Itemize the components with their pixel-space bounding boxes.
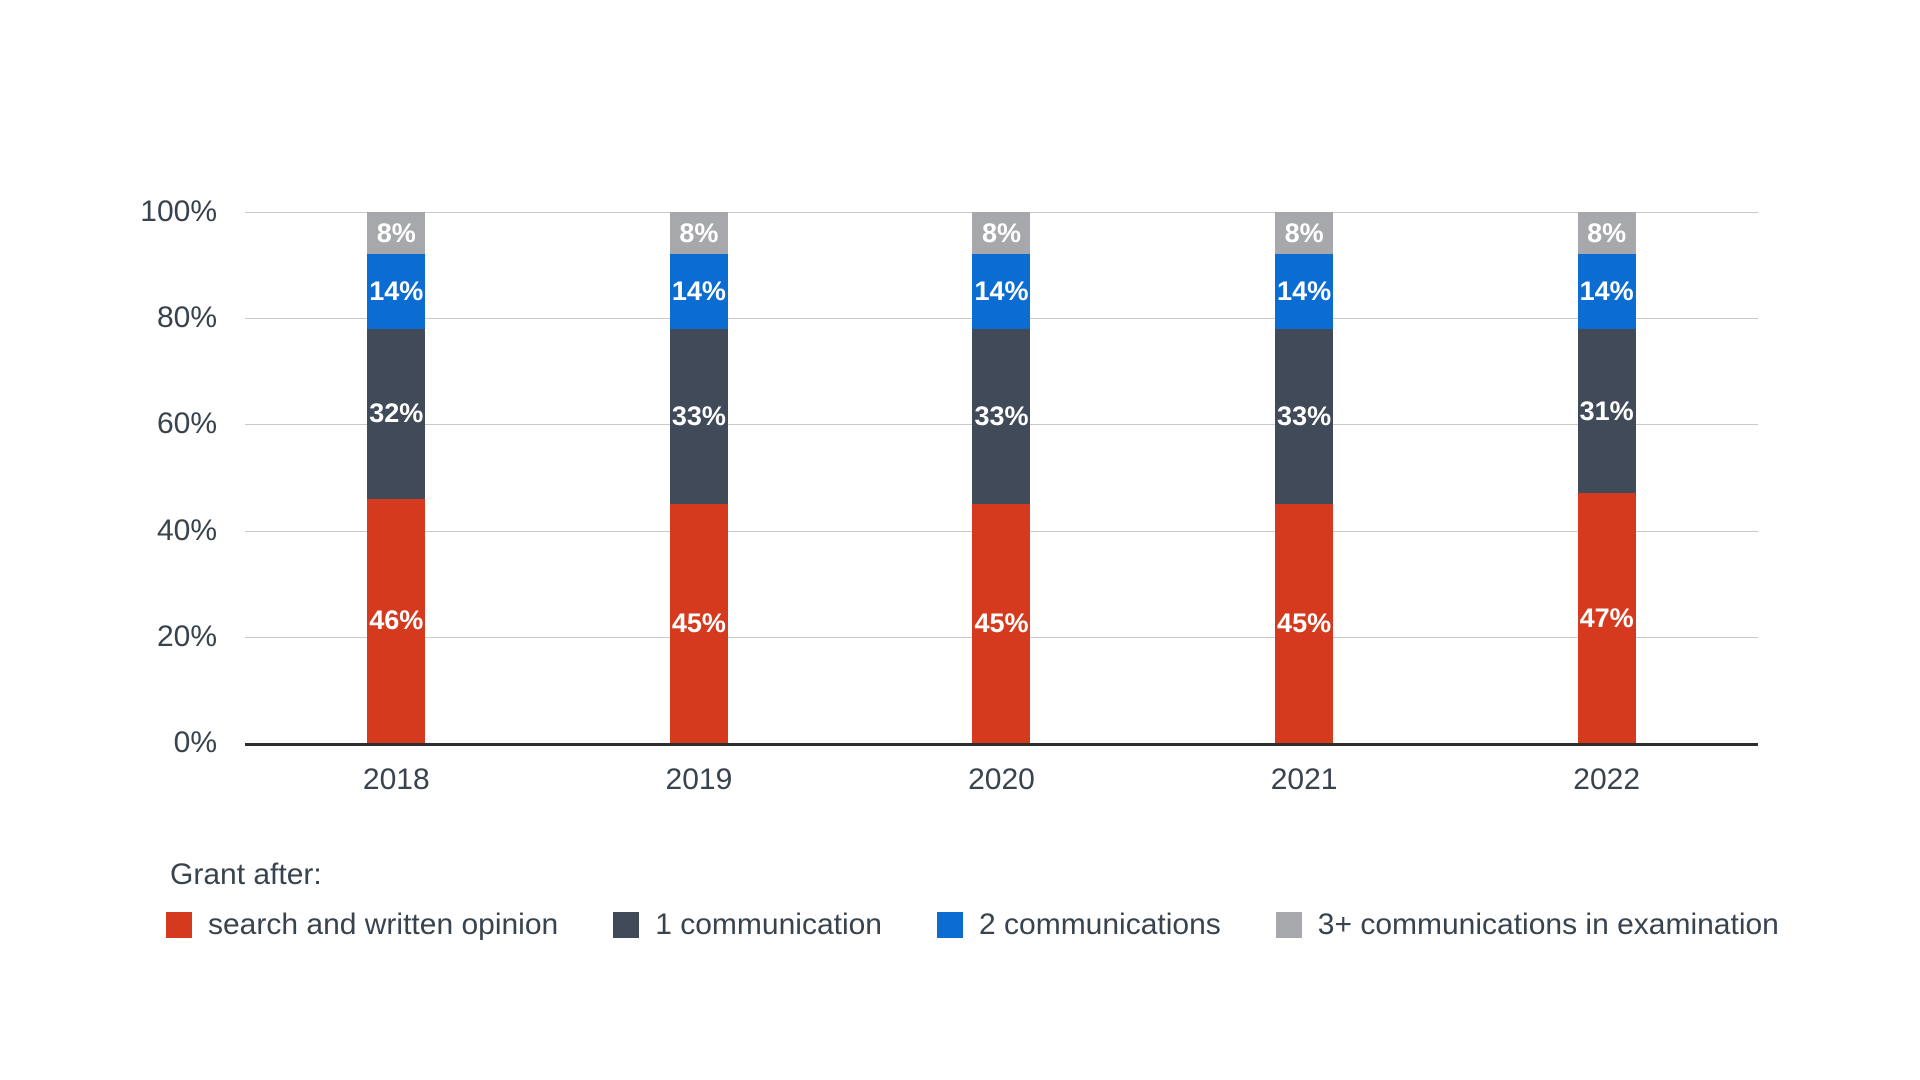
bar-segment: 45% — [669, 504, 728, 743]
bar-segment-value-label: 45% — [671, 607, 726, 638]
bar-segment: 45% — [972, 504, 1031, 743]
plot-area: 8% 14% 32% 46% 8% 14% 33% 45% 8% 14% 33% 45% 8% 14% 33… — [245, 212, 1758, 746]
bar-segment-value-label: 8% — [1587, 217, 1627, 248]
bar-segment: 8% — [1577, 212, 1636, 255]
legend-title: Grant after: — [170, 858, 322, 891]
bar-segment-value-label: 47% — [1579, 602, 1634, 633]
bar-segment: 47% — [1577, 493, 1636, 743]
y-axis-tick-label: 0% — [173, 726, 217, 759]
y-axis-tick-label: 80% — [156, 301, 217, 335]
bar-segment: 8% — [972, 212, 1031, 255]
legend-item-label: 3+ communications in examination — [1317, 908, 1779, 941]
y-axis-tick-label: 40% — [156, 513, 217, 547]
legend-swatch-icon — [166, 912, 192, 938]
legend-swatch-icon — [1275, 912, 1302, 938]
bar-segment-value-label: 45% — [974, 607, 1029, 638]
bar-segment-value-label: 33% — [974, 400, 1029, 431]
legend-item: 3+ communications in examination — [1275, 908, 1779, 942]
bar-segment: 14% — [1275, 254, 1334, 329]
bar-slot-2022: 8% 14% 31% 47% — [1455, 212, 1758, 743]
legend-item: 1 communication — [613, 908, 882, 942]
y-axis-tick-label: 20% — [156, 619, 217, 653]
legend-item-label: 2 communications — [979, 908, 1221, 941]
bar-segment: 45% — [1275, 504, 1334, 743]
bar-segment: 31% — [1577, 328, 1636, 494]
bars-container: 8% 14% 32% 46% 8% 14% 33% 45% 8% 14% 33% 45% 8% 14% 33… — [245, 212, 1758, 743]
x-axis-tick-label: 2021 — [1270, 763, 1338, 796]
stacked-bar-2019: 8% 14% 33% 45% — [669, 212, 728, 743]
legend-item-label: 1 communication — [655, 908, 882, 941]
bar-segment-value-label: 8% — [1284, 217, 1324, 248]
stacked-bar-2022: 8% 14% 31% 47% — [1577, 212, 1636, 743]
x-axis-tick-label: 2018 — [362, 763, 430, 796]
legend-item: 2 communications — [937, 908, 1221, 942]
legend-item: search and written opinion — [166, 908, 558, 942]
stacked-bar-2020: 8% 14% 33% 45% — [972, 212, 1031, 743]
bar-segment-value-label: 31% — [1579, 395, 1634, 426]
bar-segment-value-label: 33% — [671, 400, 726, 431]
x-axis-tick-label: 2020 — [968, 763, 1035, 796]
x-axis-tick-label: 2019 — [665, 763, 733, 796]
bar-segment-value-label: 14% — [974, 276, 1029, 307]
bar-segment: 33% — [669, 328, 728, 505]
bar-segment-value-label: 33% — [1277, 400, 1332, 431]
legend-swatch-icon — [613, 912, 640, 938]
bar-segment: 8% — [669, 212, 728, 255]
bar-segment-value-label: 45% — [1277, 607, 1332, 638]
bar-segment: 33% — [972, 328, 1031, 505]
stacked-bar-2021: 8% 14% 33% 45% — [1275, 212, 1334, 743]
bar-segment-value-label: 14% — [1277, 276, 1332, 307]
bar-segment-value-label: 46% — [369, 605, 424, 636]
bar-segment-value-label: 14% — [1579, 276, 1634, 307]
bar-segment: 14% — [1577, 254, 1636, 329]
bar-segment-value-label: 8% — [376, 217, 416, 248]
bar-slot-2019: 8% 14% 33% 45% — [548, 212, 851, 743]
x-axis: 2018 2019 2020 2021 2022 — [245, 763, 1758, 797]
bar-slot-2018: 8% 14% 32% 46% — [245, 212, 548, 743]
y-axis-tick-label: 60% — [156, 407, 217, 441]
legend: search and written opinion 1 communicatio… — [166, 908, 1779, 942]
stacked-bar-2018: 8% 14% 32% 46% — [367, 212, 426, 743]
bar-segment: 8% — [1275, 212, 1334, 255]
bar-slot-2021: 8% 14% 33% 45% — [1153, 212, 1456, 743]
bar-segment-value-label: 8% — [981, 217, 1021, 248]
legend-swatch-icon — [937, 912, 963, 938]
bar-segment: 14% — [669, 254, 728, 329]
bar-segment-value-label: 14% — [369, 276, 424, 307]
legend-item-label: search and written opinion — [208, 908, 559, 941]
bar-segment: 46% — [367, 498, 426, 743]
bar-segment: 14% — [367, 254, 426, 329]
bar-slot-2020: 8% 14% 33% 45% — [850, 212, 1153, 743]
bar-segment-value-label: 32% — [369, 398, 424, 429]
bar-segment-value-label: 8% — [679, 217, 719, 248]
x-axis-tick-label: 2022 — [1573, 763, 1641, 796]
y-axis-tick-label: 100% — [140, 195, 217, 228]
bar-segment: 32% — [367, 328, 426, 499]
bar-segment: 8% — [367, 212, 426, 255]
bar-segment: 33% — [1275, 328, 1334, 505]
bar-segment: 14% — [972, 254, 1031, 329]
bar-segment-value-label: 14% — [671, 276, 726, 307]
